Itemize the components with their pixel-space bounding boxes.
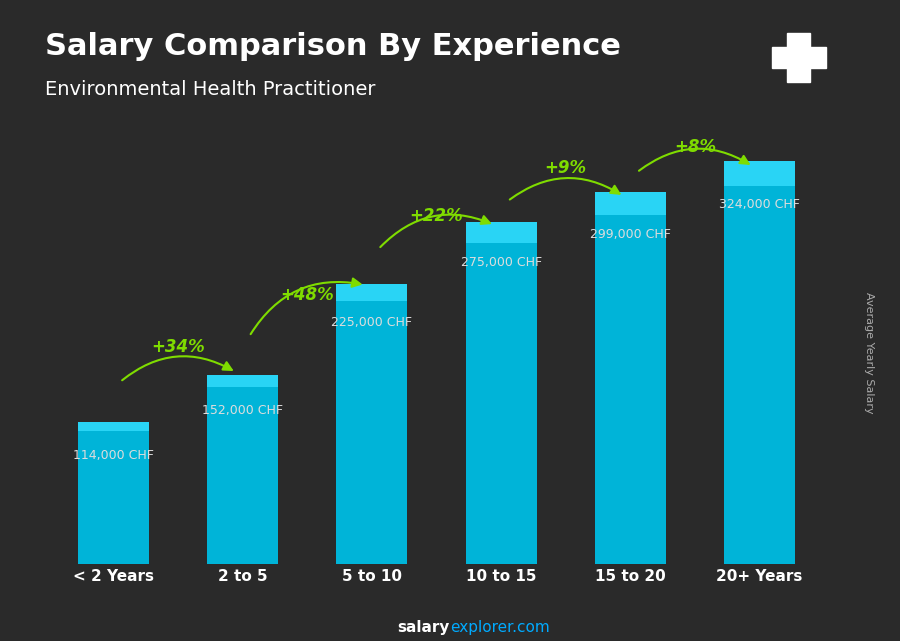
Text: 299,000 CHF: 299,000 CHF (590, 228, 670, 240)
Bar (207, 375, 278, 564)
Text: explorer.com: explorer.com (450, 620, 550, 635)
Bar (242, 382, 250, 564)
Text: 275,000 CHF: 275,000 CHF (461, 256, 542, 269)
Bar (112, 428, 122, 564)
Bar (207, 382, 278, 564)
Bar (465, 235, 536, 243)
Bar (78, 428, 149, 564)
Text: Salary Comparison By Experience: Salary Comparison By Experience (45, 32, 621, 61)
Bar (595, 206, 666, 564)
Text: 324,000 CHF: 324,000 CHF (719, 197, 800, 211)
Bar (337, 295, 408, 301)
Bar (595, 206, 666, 564)
Bar (207, 382, 278, 387)
Bar (465, 222, 536, 564)
Text: +8%: +8% (674, 138, 716, 156)
Text: +22%: +22% (410, 207, 464, 225)
Bar (465, 235, 536, 564)
Text: 152,000 CHF: 152,000 CHF (202, 404, 284, 417)
Bar (465, 235, 536, 564)
Bar (207, 382, 278, 564)
Text: +48%: +48% (281, 286, 334, 304)
Bar (759, 176, 768, 564)
Bar (595, 206, 666, 215)
Bar (595, 192, 666, 564)
Text: +9%: +9% (544, 159, 587, 177)
Bar (724, 176, 795, 564)
Bar (78, 428, 149, 564)
Bar (724, 176, 795, 186)
Bar (337, 295, 408, 564)
Bar (78, 428, 149, 431)
Text: Average Yearly Salary: Average Yearly Salary (863, 292, 874, 413)
Bar (500, 235, 508, 564)
Bar (371, 295, 380, 564)
Bar (724, 160, 795, 564)
Bar (788, 33, 810, 83)
Text: +34%: +34% (151, 338, 205, 356)
Text: 114,000 CHF: 114,000 CHF (73, 449, 154, 462)
Text: salary: salary (398, 620, 450, 635)
Bar (724, 176, 795, 564)
Bar (630, 206, 638, 564)
Bar (772, 47, 825, 69)
Bar (337, 284, 408, 564)
Text: Environmental Health Practitioner: Environmental Health Practitioner (45, 80, 375, 99)
Bar (78, 422, 149, 564)
Bar (337, 295, 408, 564)
Text: 225,000 CHF: 225,000 CHF (331, 316, 412, 329)
